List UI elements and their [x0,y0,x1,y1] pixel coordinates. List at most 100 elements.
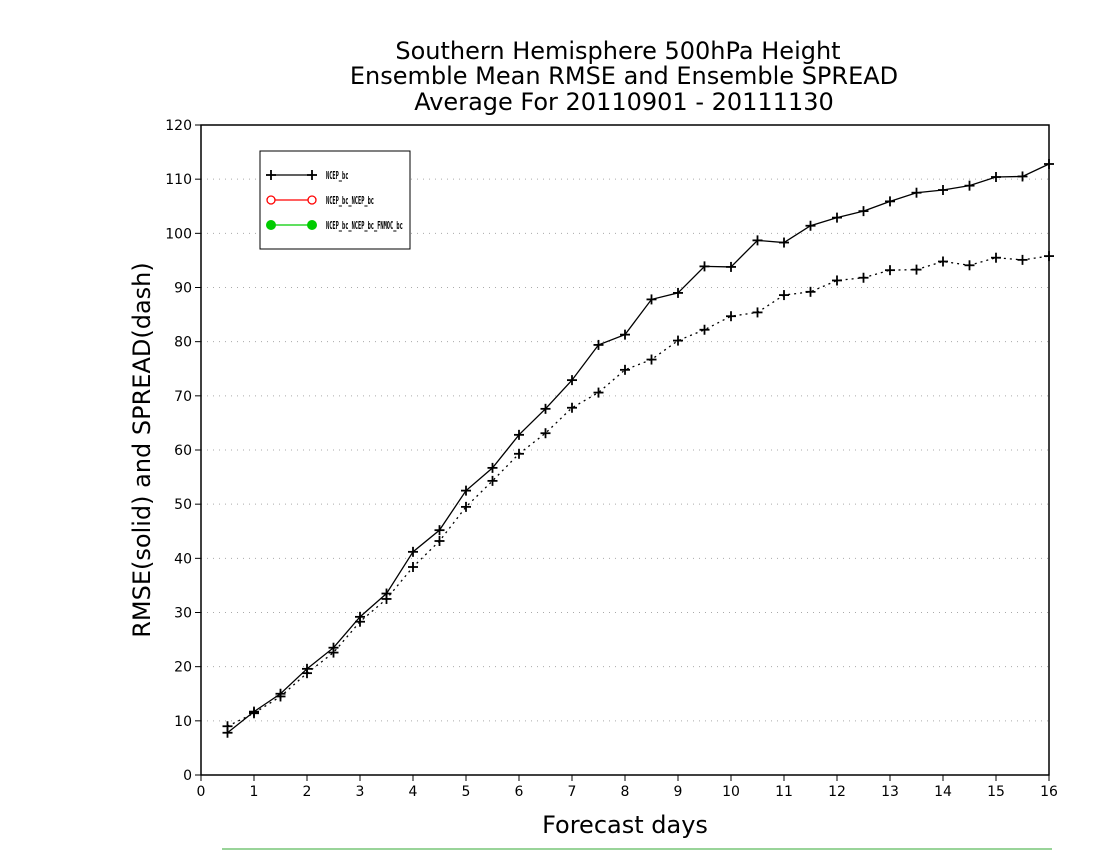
data-point-spread [328,647,339,658]
x-tick-label: 16 [1040,784,1058,800]
data-point-rmse [673,287,683,298]
data-point-spread [646,354,657,365]
data-point-rmse [487,462,498,473]
data-point-spread [275,691,286,702]
data-point-spread [487,475,498,486]
data-point-rmse [699,261,710,272]
data-point-spread [858,272,869,283]
x-tick-label: 9 [674,784,683,800]
data-point-rmse [964,180,975,191]
y-tick-label: 110 [165,172,192,188]
data-point-spread [991,252,1001,263]
series-lines [222,159,1054,738]
y-tick-label: 20 [174,660,192,676]
y-axis-label: RMSE(solid) and SPREAD(dash) [128,262,156,638]
x-tick-label: 4 [409,784,418,800]
data-point-rmse [593,339,604,350]
data-point-spread [620,364,630,375]
y-tick-label: 10 [174,714,192,730]
data-point-rmse [514,429,524,440]
data-point-rmse [885,196,895,207]
y-tick-label: 100 [165,226,192,242]
data-point-rmse [1017,171,1028,182]
data-point-spread [673,335,683,346]
title-line-2: Ensemble Mean RMSE and Ensemble SPREAD [350,62,898,90]
legend-marker [307,195,317,205]
data-point-spread [885,265,895,276]
title-line-1: Southern Hemisphere 500hPa Height [395,37,840,65]
x-tick-label: 6 [515,784,524,800]
legend-marker [266,220,276,230]
y-tick-label: 0 [183,768,192,784]
legend-item: NCEP_bc [266,169,348,182]
x-tick-label: 10 [722,784,740,800]
data-point-rmse [858,206,869,217]
x-tick-label: 1 [250,784,259,800]
data-point-rmse [540,403,551,414]
data-point-spread [408,562,418,572]
x-tick-label: 14 [934,784,952,800]
data-point-spread [779,290,789,301]
data-point-rmse [620,329,630,340]
data-point-spread [938,256,948,267]
gridlines [201,178,1049,722]
x-axis-ticks: 0 1 2 3 4 5 6 7 8 9 10 11 12 13 14 15 16 [197,775,1058,800]
data-point-rmse [726,261,736,272]
y-tick-label: 80 [174,335,192,351]
y-tick-label: 40 [174,551,192,567]
data-point-spread [593,387,604,398]
data-point-spread [805,286,816,297]
data-point-spread [249,708,259,719]
data-point-rmse [805,220,816,231]
data-point-spread [381,593,392,604]
data-point-rmse [461,485,471,496]
x-tick-label: 15 [987,784,1005,800]
y-tick-label: 30 [174,606,192,622]
data-point-rmse [752,235,763,246]
legend: NCEP_bc NCEP_bc_NCEP_bc NCEP_bc_NCEP_bc_FN… [259,150,411,250]
data-point-spread [434,536,445,546]
x-tick-label: 3 [356,784,365,800]
legend-label: NCEP_bc_NCEP_bc [326,194,374,207]
data-point-spread [911,264,922,275]
chart-title: Southern Hemisphere 500hPa Height Ensemb… [350,37,898,116]
legend-label: NCEP_bc [326,169,348,182]
x-tick-label: 7 [568,784,577,800]
data-point-spread [355,616,365,627]
legend-item: NCEP_bc_NCEP_bc [266,194,374,207]
series-line-rmse [227,163,1050,734]
legend-item: NCEP_bc_NCEP_bc_FNMOC_bc [266,219,403,232]
x-axis-label: Forecast days [542,811,708,839]
x-tick-label: 0 [197,784,206,800]
x-tick-label: 12 [828,784,846,800]
data-point-spread [222,721,233,732]
data-point-spread [752,307,763,318]
data-point-spread [832,275,842,286]
data-point-spread [567,402,577,413]
data-point-spread [726,311,736,322]
legend-marker [307,220,317,230]
title-line-3: Average For 20110901 - 20111130 [414,88,834,116]
data-point-spread [699,324,710,335]
x-tick-label: 13 [881,784,899,800]
y-tick-label: 120 [165,118,192,134]
x-tick-label: 5 [462,784,471,800]
data-point-rmse [1044,159,1054,169]
series-line-spread [227,255,1050,727]
data-point-rmse [938,185,948,195]
y-axis-ticks: 0 10 20 30 40 50 60 70 80 90 100 110 120 [165,118,201,784]
data-point-spread [1044,251,1054,262]
data-point-spread [964,260,975,271]
data-point-spread [540,428,551,439]
x-tick-label: 2 [303,784,312,800]
legend-marker [266,195,276,205]
y-tick-label: 70 [174,389,192,405]
data-point-rmse [646,294,657,305]
data-point-rmse [567,375,577,386]
data-point-rmse [779,237,789,248]
data-point-spread [302,668,312,679]
legend-label: NCEP_bc_NCEP_bc_FNMOC_bc [326,219,403,232]
data-point-rmse [832,212,842,223]
x-tick-label: 8 [621,784,630,800]
